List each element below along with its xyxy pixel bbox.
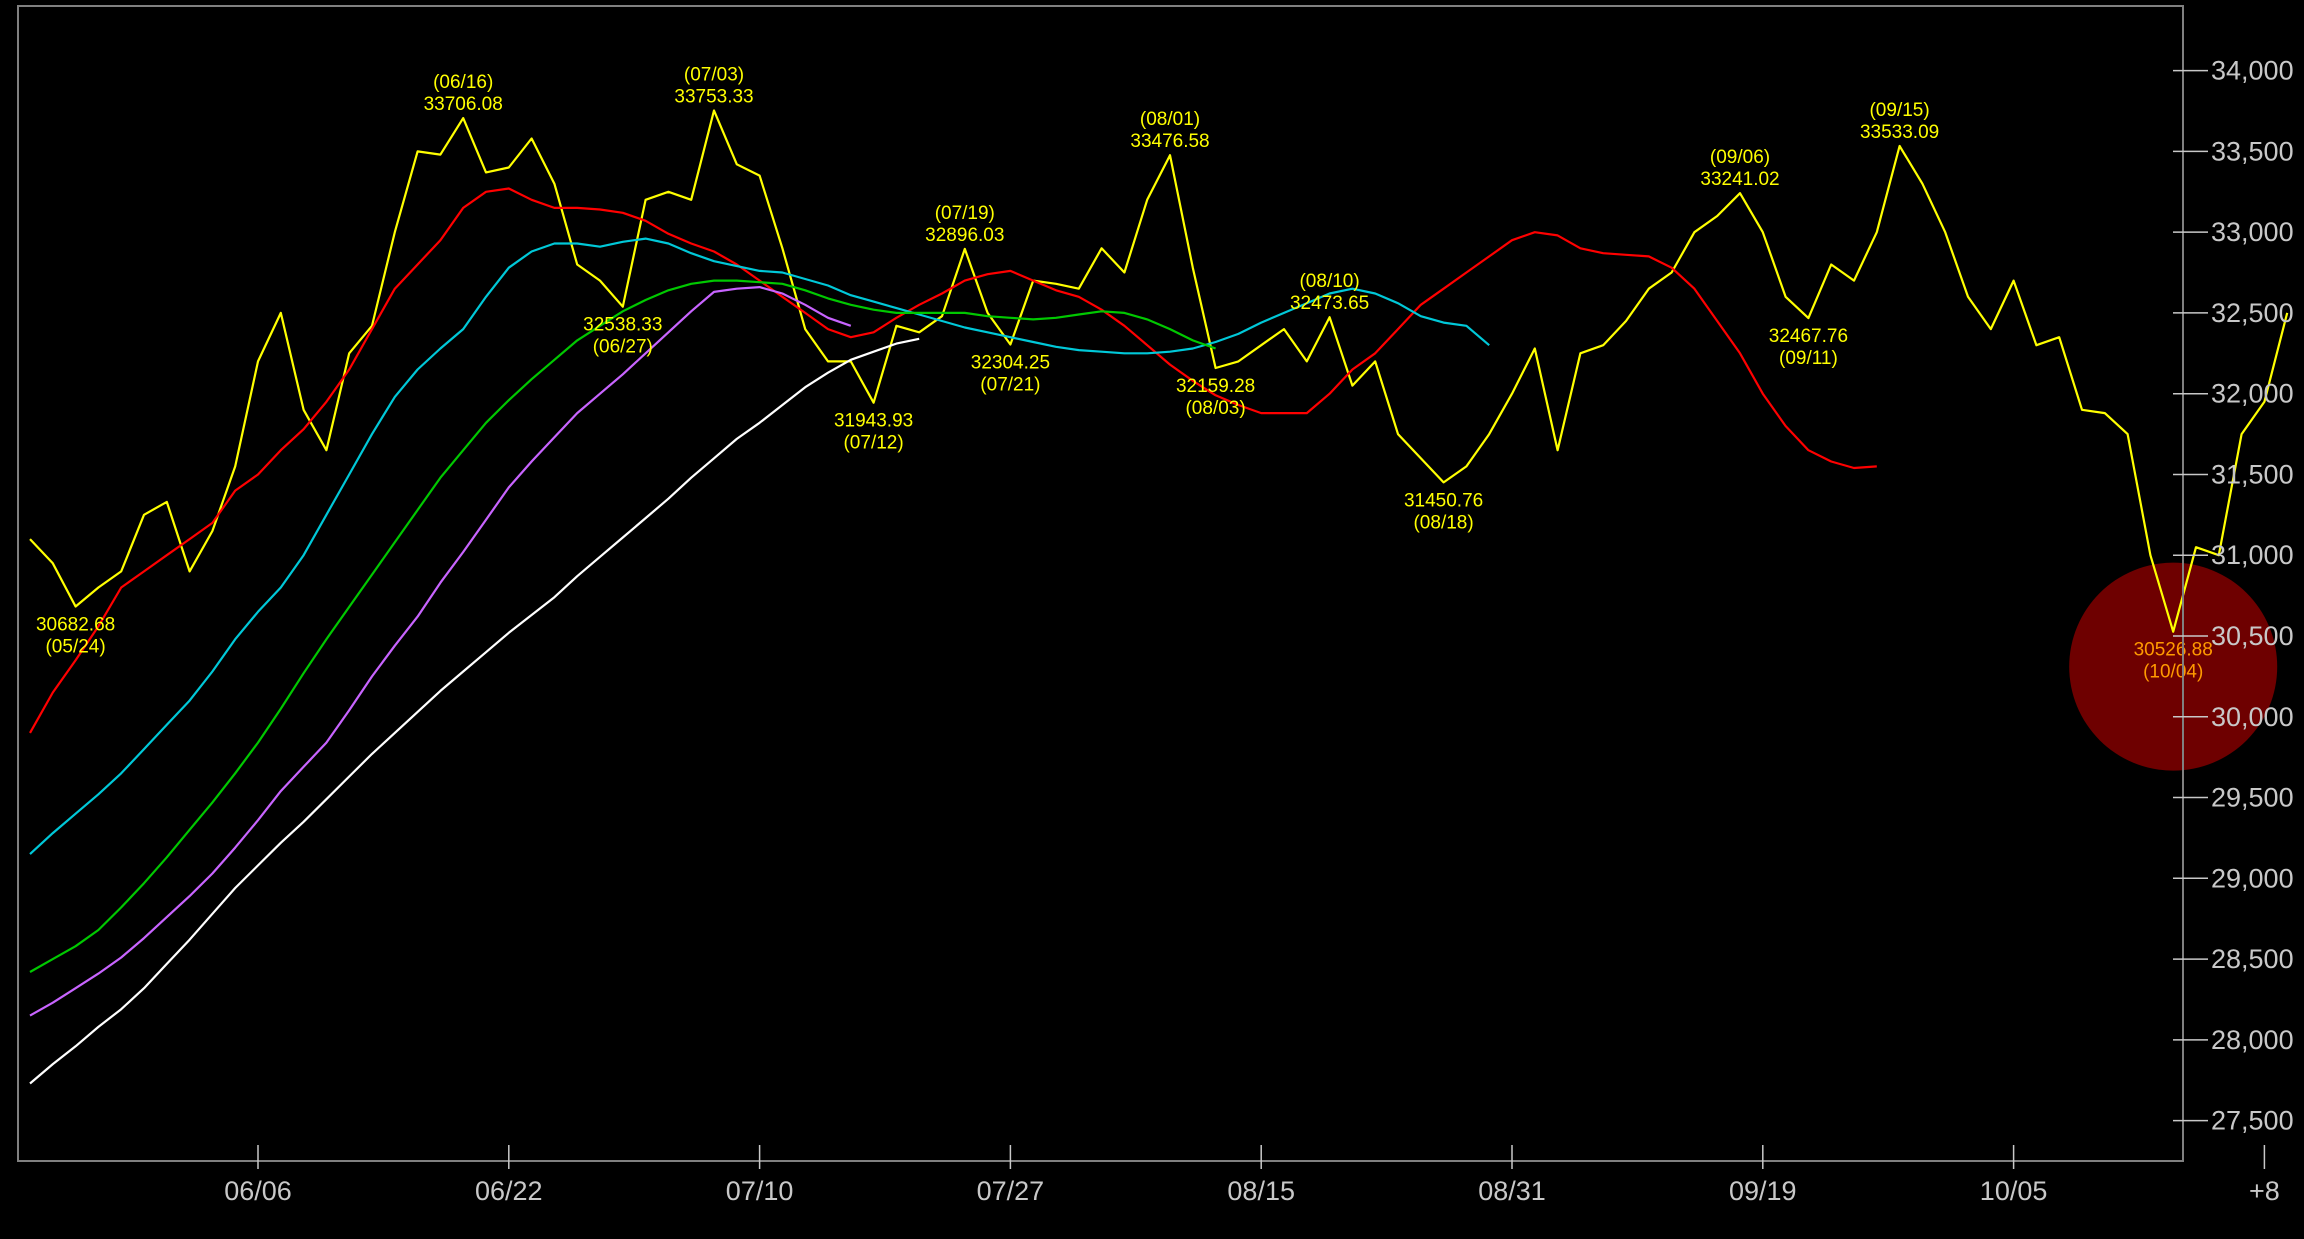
x-tick-label: 08/31 <box>1478 1176 1546 1206</box>
annotation-date: (08/01) <box>1140 109 1200 130</box>
annotation-value: 31943.93 <box>834 411 913 432</box>
plot-frame <box>17 5 2184 1162</box>
annotation-date: (08/03) <box>1185 398 1245 419</box>
annotation-value: 33241.02 <box>1700 169 1779 190</box>
annotation-value: 31450.76 <box>1404 490 1483 511</box>
annotation-date: (06/27) <box>593 337 653 358</box>
series-line-3 <box>29 237 1490 855</box>
annotation-value: 33753.33 <box>674 86 753 107</box>
highlight-layer <box>2069 562 2278 771</box>
series-line-5 <box>29 286 852 1017</box>
series-layer <box>29 109 2289 1085</box>
x-tick-label: 07/10 <box>726 1176 794 1206</box>
annotation-date: (08/18) <box>1413 512 1473 533</box>
annotation-value: 32473.65 <box>1290 293 1369 314</box>
x-tick-label: 08/15 <box>1227 1176 1295 1206</box>
annotation-date: (07/03) <box>684 64 744 85</box>
series-line-6 <box>29 337 920 1085</box>
y-tick-label: 33,000 <box>2211 217 2294 247</box>
y-tick-label: 32,000 <box>2211 379 2294 409</box>
y-tick-label: 34,000 <box>2211 56 2294 86</box>
y-tick-label: 31,500 <box>2211 459 2294 489</box>
x-tick-label: 06/06 <box>224 1176 292 1206</box>
annotation-date: (09/11) <box>1779 348 1838 369</box>
annotation-value: 33476.58 <box>1130 131 1209 152</box>
annotation-date: (06/16) <box>433 72 493 93</box>
annotation-date: (07/21) <box>980 375 1040 396</box>
series-line-1 <box>29 109 2289 633</box>
annotation-value: 32538.33 <box>583 315 662 336</box>
x-tick-label: 09/19 <box>1729 1176 1797 1206</box>
x-tick-label: 06/22 <box>475 1176 543 1206</box>
annotation-date: (08/10) <box>1299 271 1359 292</box>
y-tick-label: 29,000 <box>2211 863 2294 893</box>
annotation-layer: 30682.68(05/24)(06/16)33706.0832538.33(0… <box>36 64 2213 682</box>
annotation-date: (05/24) <box>45 636 105 657</box>
annotation-value: 32467.76 <box>1769 326 1848 347</box>
series-line-2 <box>29 187 1877 734</box>
annotation-date: (09/06) <box>1710 147 1770 168</box>
x-tick-label: +8 <box>2249 1176 2280 1206</box>
y-tick-label: 31,000 <box>2211 540 2294 570</box>
annotation-value: 30682.68 <box>36 614 115 635</box>
highlight-circle <box>2069 562 2278 771</box>
y-axis: 27,500 28,000 28,500 29,000 29,500 30,000 30,5… <box>2173 56 2294 1136</box>
y-tick-label: 33,500 <box>2211 136 2294 166</box>
annotation-value: 33706.08 <box>424 94 503 115</box>
annotation-value: 32159.28 <box>1176 376 1255 397</box>
series-line-4 <box>29 279 1216 973</box>
annotation-value: 32896.03 <box>925 225 1004 246</box>
y-tick-label: 30,000 <box>2211 702 2294 732</box>
annotation-value: 32304.25 <box>971 353 1050 374</box>
annotation-value: 33533.09 <box>1860 122 1939 143</box>
annotation-date: (07/12) <box>843 433 903 454</box>
y-tick-label: 28,000 <box>2211 1025 2294 1055</box>
annotation-date: (09/15) <box>1869 100 1929 121</box>
annotation-value: 30526.88 <box>2134 640 2213 661</box>
y-tick-label: 28,500 <box>2211 944 2294 974</box>
y-tick-label: 30,500 <box>2211 621 2294 651</box>
y-tick-label: 32,500 <box>2211 298 2294 328</box>
y-tick-label: 29,500 <box>2211 783 2294 813</box>
annotation-date: (07/19) <box>935 203 995 224</box>
annotation-date: (10/04) <box>2143 662 2203 683</box>
x-tick-label: 07/27 <box>977 1176 1045 1206</box>
x-axis: 06/06 06/22 07/10 07/27 08/15 08/31 09/19 10/05… <box>224 1145 2280 1206</box>
y-tick-label: 27,500 <box>2211 1106 2294 1136</box>
x-tick-label: 10/05 <box>1980 1176 2048 1206</box>
